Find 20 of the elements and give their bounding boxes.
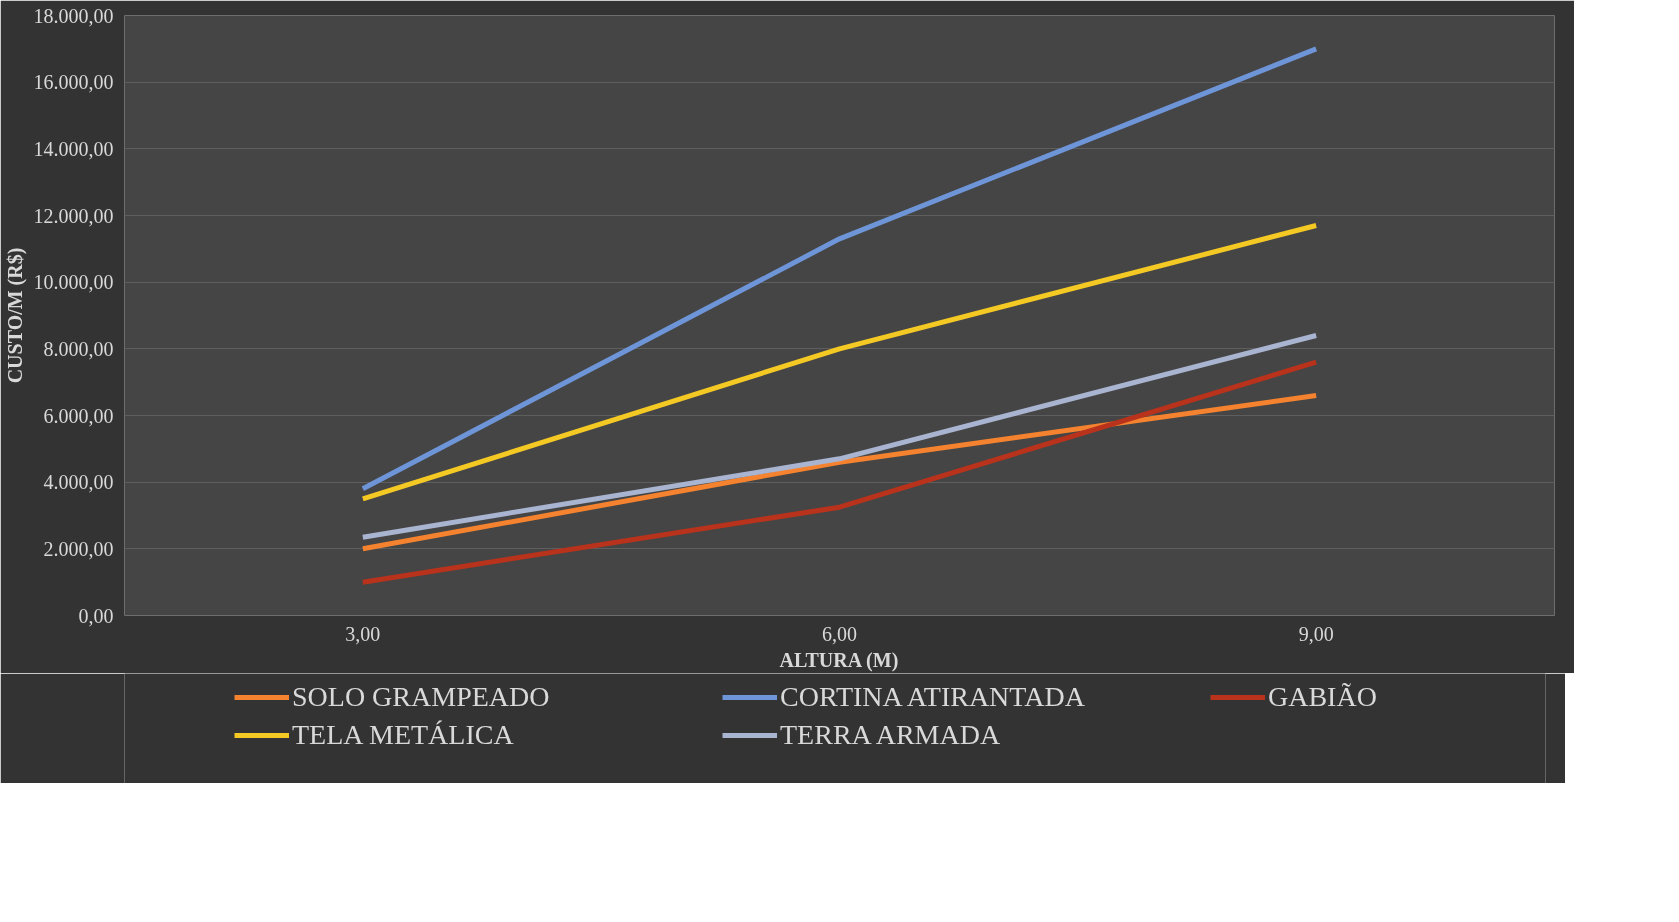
y-tick-label: 0,00 [78,604,114,627]
y-tick-label: 18.000,00 [33,4,114,27]
x-tick-label: 3,00 [345,622,381,645]
y-tick-label: 8.000,00 [43,337,114,360]
y-tick-label: 12.000,00 [33,204,114,227]
legend-label: CORTINA ATIRANTADA [780,681,1086,713]
y-tick-label: 16.000,00 [33,71,114,94]
y-tick-label: 6.000,00 [43,404,114,427]
legend-label: GABIÃO [1268,681,1378,713]
x-axis-title: ALTURA (M) [779,648,899,672]
legend-label: SOLO GRAMPEADO [292,681,551,713]
x-tick-label: 6,00 [822,622,857,645]
y-tick-label: 14.000,00 [33,137,114,160]
x-tick-label: 9,00 [1298,622,1334,645]
legend-label: TERRA ARMADA [780,719,1002,751]
y-tick-label: 4.000,00 [43,471,114,494]
y-tick-label: 10.000,00 [33,271,114,294]
y-tick-label: 2.000,00 [43,537,114,560]
y-axis-title: CUSTO/M (R$) [3,247,27,384]
legend-label: TELA METÁLICA [292,719,515,751]
